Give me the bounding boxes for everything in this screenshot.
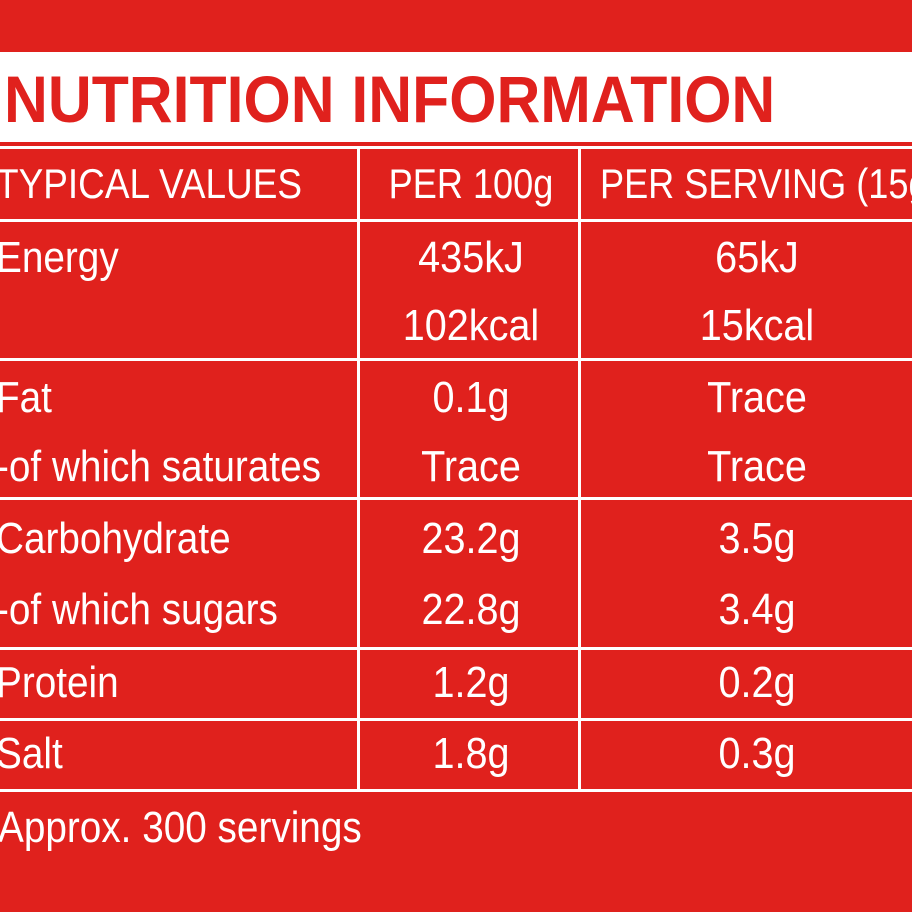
column-divider-2: [578, 146, 581, 792]
energy-kcal-per-serving: 15kcal: [699, 301, 815, 350]
title-band: NUTRITION INFORMATION: [0, 52, 912, 142]
sugars-per-serving: 3.4g: [718, 585, 796, 634]
sugars-per-100g: 22.8g: [421, 585, 521, 634]
protein-divider: [0, 718, 912, 721]
fat-divider: [0, 497, 912, 500]
page-title: NUTRITION INFORMATION: [4, 62, 776, 136]
fat-per-serving: Trace: [707, 373, 807, 422]
saturates-per-serving: Trace: [707, 442, 807, 491]
energy-kj-per-100g: 435kJ: [418, 233, 524, 282]
energy-kcal-per-100g: 102kcal: [402, 301, 540, 350]
carbohydrate-per-serving: 3.5g: [718, 514, 796, 563]
carbohydrate-per-100g: 23.2g: [421, 514, 521, 563]
protein-per-serving: 0.2g: [718, 658, 796, 707]
protein-per-100g: 1.2g: [432, 658, 510, 707]
header-typical-values: TYPICAL VALUES: [0, 160, 303, 207]
salt-per-serving: 0.3g: [718, 729, 796, 778]
header-divider: [0, 219, 912, 222]
energy-divider: [0, 358, 912, 361]
table-bottom-border: [0, 789, 912, 792]
header-per-100g: PER 100g: [388, 160, 554, 207]
row-label-fat: Fat: [0, 373, 52, 422]
header-per-serving: PER SERVING (15g): [600, 160, 912, 207]
column-divider-1: [357, 146, 360, 792]
table-top-border: [0, 146, 912, 149]
row-label-carbohydrate: Carbohydrate: [0, 514, 231, 563]
row-label-protein: Protein: [0, 658, 119, 707]
saturates-per-100g: Trace: [421, 442, 521, 491]
row-label-energy: Energy: [0, 233, 119, 282]
row-label-sugars: -of which sugars: [0, 585, 278, 634]
row-label-saturates: -of which saturates: [0, 442, 321, 491]
carbohydrate-divider: [0, 647, 912, 650]
fat-per-100g: 0.1g: [432, 373, 510, 422]
salt-per-100g: 1.8g: [432, 729, 510, 778]
row-label-salt: Salt: [0, 729, 63, 778]
energy-kj-per-serving: 65kJ: [715, 233, 799, 282]
servings-note: Approx. 300 servings: [0, 803, 362, 852]
